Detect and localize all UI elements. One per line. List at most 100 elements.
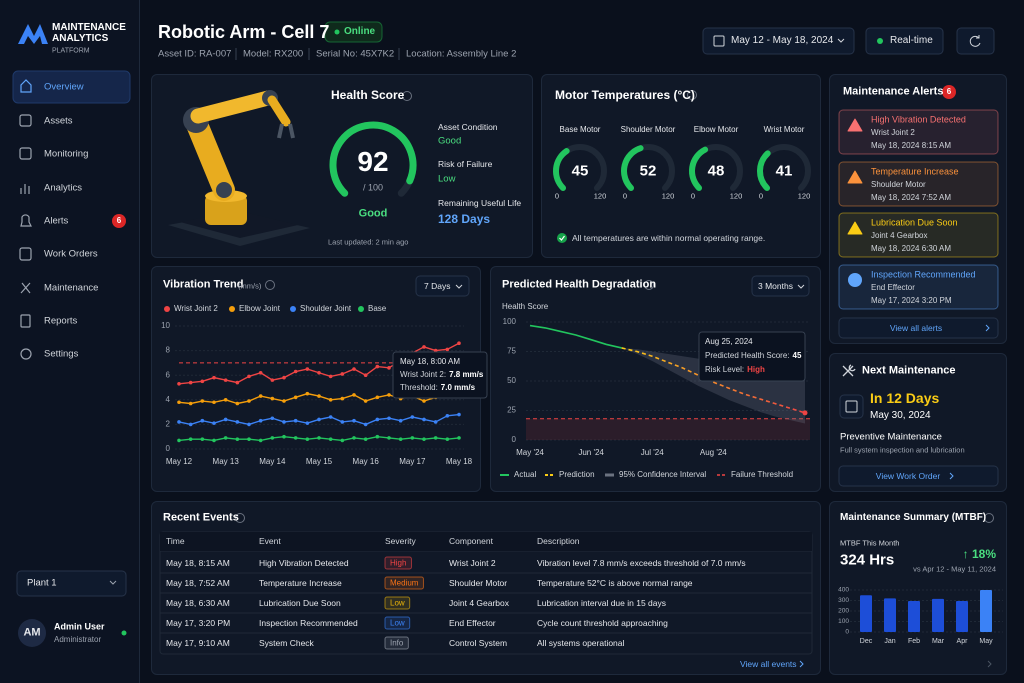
point [305, 367, 310, 371]
cell: May 18, 6:30 AM [166, 597, 230, 608]
plant-select[interactable] [16, 570, 127, 597]
alert-title: Temperature Increase [871, 166, 959, 177]
point [305, 437, 310, 441]
range-select[interactable] [415, 275, 470, 297]
alert-component: Joint 4 Gearbox [871, 231, 928, 240]
gauge-value [553, 148, 570, 191]
nav-active[interactable] [12, 70, 131, 104]
point [282, 434, 286, 439]
column-header: Component [449, 535, 493, 546]
point [410, 415, 415, 419]
robot-image [168, 90, 310, 246]
check-icon [557, 233, 567, 243]
nav-item[interactable]: Alerts [44, 215, 69, 227]
motor-card [541, 74, 821, 258]
point [340, 372, 345, 376]
nav-badge: 6 [116, 216, 122, 225]
point [375, 417, 380, 422]
alert-time: May 18, 2024 8:15 AM [871, 141, 952, 150]
mode-button[interactable] [865, 27, 944, 55]
date-range[interactable]: May 12 - May 18, 2024 [731, 35, 834, 46]
nav-item[interactable]: Settings [44, 348, 79, 360]
nav-item[interactable]: Assets [44, 115, 73, 127]
point [188, 401, 193, 406]
plant[interactable]: Plant 1 [27, 577, 57, 589]
range[interactable]: 7 Days [424, 280, 451, 291]
work-order-button[interactable] [838, 465, 999, 487]
motor-value: 52 [639, 162, 657, 180]
wrench-icon [842, 364, 856, 377]
legend-swatch [358, 306, 364, 312]
chevron [949, 472, 954, 480]
point [200, 418, 205, 423]
confidence-band [621, 347, 805, 424]
y-tick-label: 50 [507, 376, 516, 385]
x-tick-label: May [979, 638, 993, 645]
nav-item[interactable]: Analytics [44, 182, 83, 194]
y-tick-label: 300 [838, 597, 849, 604]
nav-item[interactable]: Overview [44, 81, 84, 93]
gauge-value [621, 145, 644, 191]
alert-item [838, 161, 999, 207]
nav-item[interactable]: Reports [44, 315, 78, 327]
severity-label: Info [390, 639, 404, 648]
point [340, 438, 345, 443]
alerts-link-button[interactable] [838, 317, 999, 339]
point [387, 393, 391, 397]
point [258, 438, 263, 443]
nav-item[interactable]: Maintenance [44, 282, 99, 294]
point [363, 437, 368, 441]
legend-label: Shoulder Joint [300, 304, 352, 313]
due: In 12 Days [870, 390, 940, 406]
alert-component: Wrist Joint 2 [871, 128, 915, 137]
cell: High Vibration Detected [259, 557, 349, 568]
point [328, 437, 333, 441]
stat-label: Asset Condition [438, 121, 498, 132]
point [270, 436, 275, 440]
point [212, 438, 216, 443]
x-tick-label: May 14 [259, 457, 286, 466]
events-card [151, 501, 821, 675]
tooltip-label: Threshold: [400, 383, 438, 392]
point [258, 370, 263, 375]
range-select[interactable] [751, 275, 810, 297]
point [422, 399, 426, 403]
nav-item[interactable]: Monitoring [44, 148, 89, 160]
point [282, 375, 286, 380]
point [802, 410, 808, 416]
link[interactable]: View Work Order [875, 470, 941, 481]
severity-label: Medium [390, 579, 419, 588]
date-select[interactable] [702, 27, 855, 55]
stat-value: Low [438, 173, 456, 185]
alert-time: May 17, 2024 3:20 PM [871, 296, 952, 305]
card-title: Maintenance Summary (MTBF) [840, 512, 987, 523]
gauge-min: 0 [622, 191, 628, 201]
severity-badge [384, 616, 411, 630]
link[interactable]: View all events [740, 658, 797, 669]
mode[interactable]: Real-time [890, 35, 933, 46]
x-tick-label: May 12 [166, 457, 193, 466]
table-header-bg [160, 532, 812, 551]
gauge-value [329, 121, 417, 197]
point [387, 416, 391, 421]
chevron [837, 38, 845, 43]
cell: Joint 4 Gearbox [449, 597, 510, 608]
motor-name: Elbow Motor [693, 125, 739, 134]
cell: Temperature Increase [259, 577, 342, 588]
range[interactable]: 3 Months [758, 280, 793, 291]
cell: Vibration level 7.8 mm/s exceeds thresho… [537, 557, 746, 568]
point [258, 394, 263, 398]
legend-label: Wrist Joint 2 [174, 304, 218, 313]
point [212, 400, 216, 405]
y-tick-label: 400 [838, 587, 849, 594]
alert-icon [847, 221, 863, 235]
user-name: Admin User [54, 621, 105, 632]
refresh-button[interactable] [956, 27, 995, 55]
alert-time: May 18, 2024 7:52 AM [871, 193, 952, 202]
point [410, 436, 415, 440]
nav-item[interactable]: Work Orders [44, 248, 98, 260]
link[interactable]: View all alerts [889, 322, 943, 333]
alert-icon [847, 118, 863, 132]
cell: End Effector [449, 617, 496, 628]
legend-label: Actual [514, 470, 536, 479]
